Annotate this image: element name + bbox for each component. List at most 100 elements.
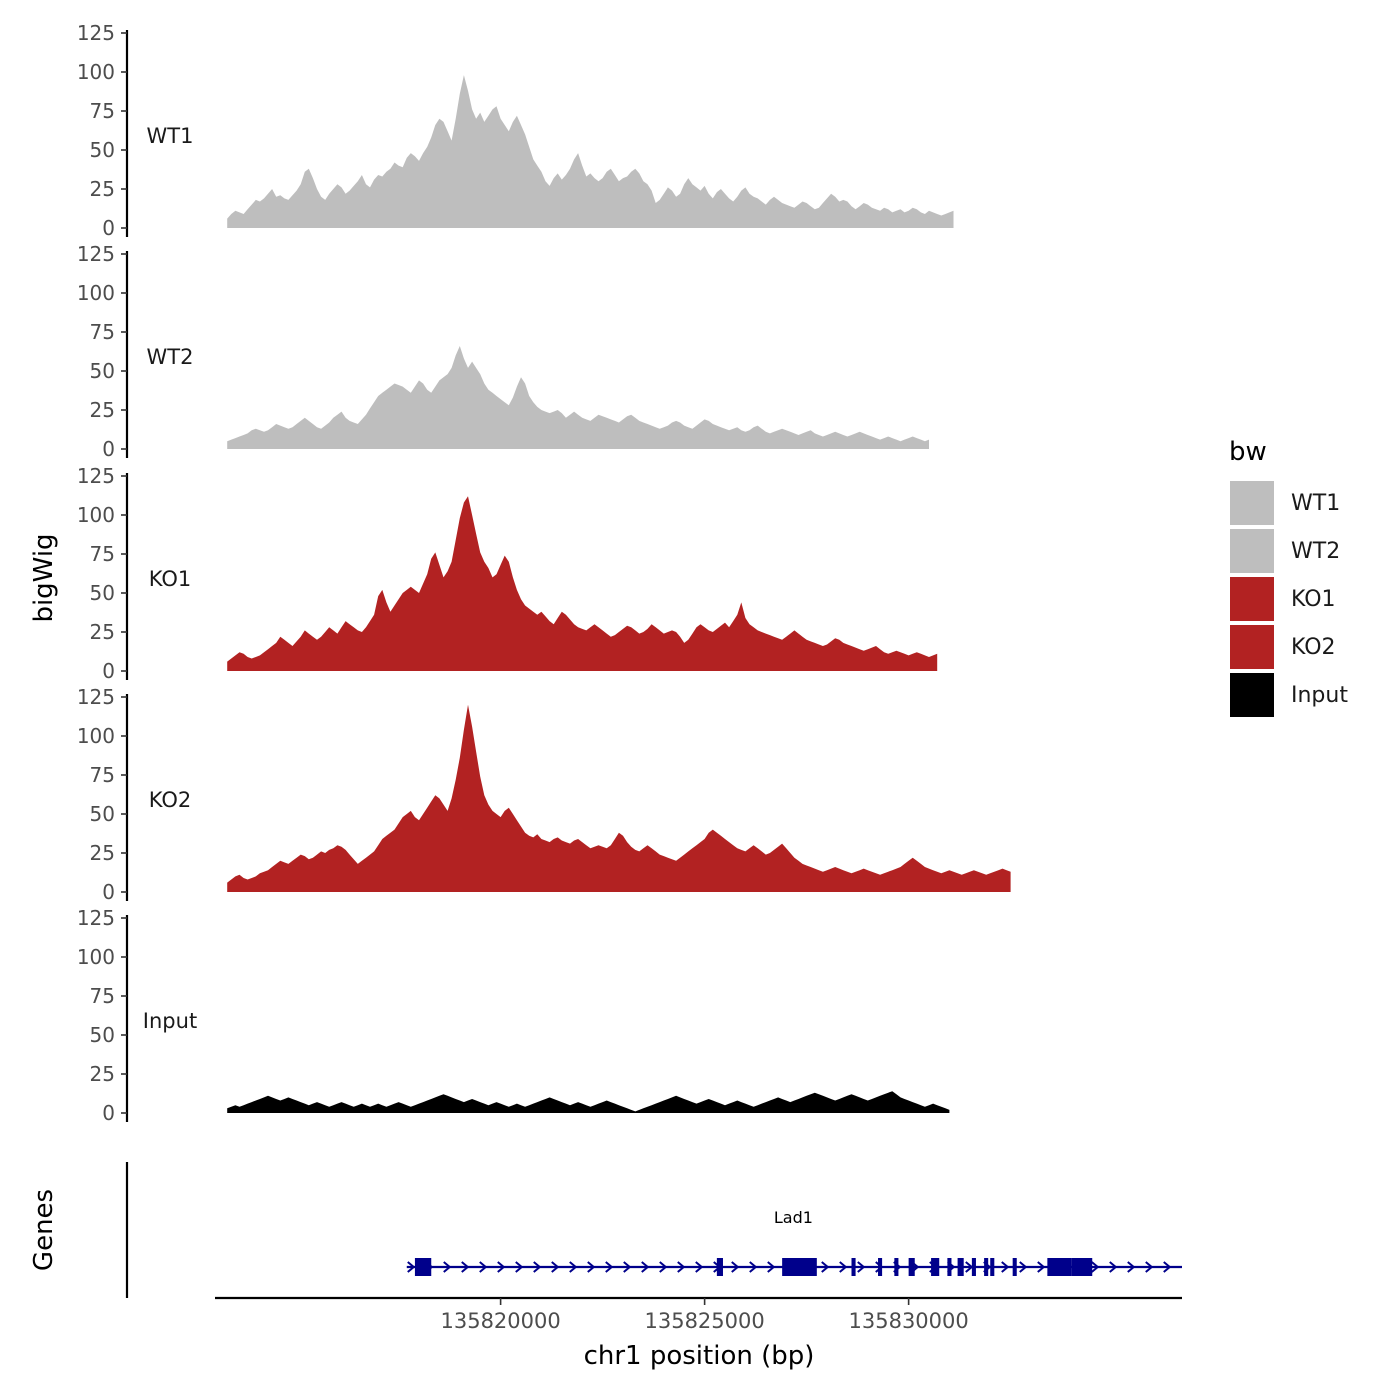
y-tick-label: 75 bbox=[90, 542, 115, 566]
strand-chevron bbox=[731, 1261, 740, 1273]
y-tick-label: 0 bbox=[102, 880, 115, 904]
y-tick-label: 75 bbox=[90, 984, 115, 1008]
coverage-area bbox=[227, 75, 954, 228]
legend-swatch bbox=[1230, 577, 1274, 621]
strand-chevron bbox=[569, 1261, 578, 1273]
x-tick-label: 135830000 bbox=[849, 1309, 969, 1333]
track-input: 0 25 50 75 100 125 Input bbox=[77, 906, 950, 1125]
gene-exon bbox=[1071, 1258, 1093, 1276]
strand-chevron bbox=[533, 1261, 542, 1273]
legend-item-ko1: KO1 bbox=[1230, 577, 1336, 621]
y-tick-label: 100 bbox=[77, 724, 115, 748]
legend-label: KO1 bbox=[1291, 587, 1336, 612]
x-axis: 135820000 135825000 135830000 bbox=[215, 1296, 1182, 1333]
strand-chevron bbox=[497, 1261, 506, 1273]
legend-swatch bbox=[1230, 481, 1274, 525]
y-tick-label: 50 bbox=[90, 581, 115, 605]
gene-exon bbox=[957, 1258, 964, 1276]
legend-swatch bbox=[1230, 673, 1274, 717]
track-label: WT2 bbox=[147, 345, 194, 369]
y-tick-label: 25 bbox=[90, 1062, 115, 1086]
coverage-area bbox=[227, 1091, 950, 1113]
y-axis-title: bigWig bbox=[29, 533, 59, 622]
strand-chevron bbox=[605, 1261, 614, 1273]
y-tick-label: 0 bbox=[102, 659, 115, 683]
gene-exon bbox=[971, 1258, 976, 1276]
y-tick-label: 25 bbox=[90, 841, 115, 865]
gene-lad1: Lad1 bbox=[406, 1208, 1182, 1276]
y-tick-label: 125 bbox=[77, 464, 115, 488]
strand-chevron bbox=[407, 1261, 416, 1273]
y-tick-label: 50 bbox=[90, 802, 115, 826]
tracks-layer: 0 25 50 75 100 125 WT1 0 25 50 75 100 125 WT2 0 25 50 75 1… bbox=[77, 21, 1011, 1125]
y-tick-label: 50 bbox=[90, 359, 115, 383]
track-label: Input bbox=[143, 1009, 197, 1033]
legend-label: KO2 bbox=[1291, 635, 1336, 660]
y-tick-label: 100 bbox=[77, 281, 115, 305]
strand-chevron bbox=[839, 1261, 848, 1273]
strand-chevron bbox=[623, 1261, 632, 1273]
track-wt1: 0 25 50 75 100 125 WT1 bbox=[77, 21, 954, 240]
legend-title: bw bbox=[1229, 437, 1267, 467]
gene-exon bbox=[1047, 1258, 1072, 1276]
gene-exon bbox=[1012, 1258, 1017, 1276]
legend-item-input: Input bbox=[1230, 673, 1348, 717]
legend-swatch bbox=[1230, 625, 1274, 669]
strand-chevron bbox=[857, 1261, 866, 1273]
strand-chevron bbox=[443, 1261, 452, 1273]
gene-exon bbox=[878, 1258, 883, 1276]
track-wt2: 0 25 50 75 100 125 WT2 bbox=[77, 242, 929, 461]
strand-chevron bbox=[1163, 1261, 1172, 1273]
strand-chevron bbox=[767, 1261, 776, 1273]
track-label: WT1 bbox=[147, 124, 194, 148]
y-tick-label: 0 bbox=[102, 216, 115, 240]
x-tick-label: 135825000 bbox=[644, 1309, 764, 1333]
legend-item-wt2: WT2 bbox=[1230, 529, 1340, 573]
strand-chevron bbox=[1037, 1261, 1046, 1273]
legend-label: WT2 bbox=[1291, 539, 1340, 564]
strand-chevron bbox=[821, 1261, 830, 1273]
y-tick-label: 25 bbox=[90, 177, 115, 201]
y-tick-label: 100 bbox=[77, 945, 115, 969]
y-tick-label: 0 bbox=[102, 1101, 115, 1125]
track-ko1: 0 25 50 75 100 125 KO1 bbox=[77, 464, 938, 683]
legend-item-wt1: WT1 bbox=[1230, 481, 1340, 525]
y-tick-label: 75 bbox=[90, 99, 115, 123]
y-tick-label: 125 bbox=[77, 685, 115, 709]
gene-exon bbox=[894, 1258, 899, 1276]
strand-chevron bbox=[1109, 1261, 1118, 1273]
legend-label: Input bbox=[1291, 683, 1348, 708]
track-label: KO2 bbox=[149, 788, 192, 812]
strand-chevron bbox=[677, 1261, 686, 1273]
gene-exon bbox=[908, 1258, 915, 1276]
gene-exon bbox=[716, 1258, 723, 1276]
strand-chevron bbox=[641, 1261, 650, 1273]
legend: bw WT1 WT2 KO1 KO2 Input bbox=[1229, 437, 1348, 717]
genes-axis-title: Genes bbox=[29, 1189, 59, 1271]
y-tick-label: 75 bbox=[90, 320, 115, 344]
strand-chevron bbox=[1145, 1261, 1154, 1273]
gene-label: Lad1 bbox=[774, 1208, 813, 1227]
strand-chevron bbox=[749, 1261, 758, 1273]
strand-chevron bbox=[587, 1261, 596, 1273]
gene-exon bbox=[984, 1258, 989, 1276]
y-tick-label: 25 bbox=[90, 620, 115, 644]
x-axis-title: chr1 position (bp) bbox=[584, 1341, 815, 1371]
genes-layer: Lad1 bbox=[125, 1162, 1182, 1298]
coverage-area bbox=[227, 704, 1011, 892]
strand-chevron bbox=[461, 1261, 470, 1273]
y-tick-label: 125 bbox=[77, 242, 115, 266]
y-tick-label: 125 bbox=[77, 906, 115, 930]
gene-exon bbox=[947, 1258, 952, 1276]
track-label: KO1 bbox=[149, 567, 192, 591]
strand-chevron bbox=[965, 1261, 974, 1273]
coverage-area bbox=[227, 496, 938, 671]
strand-chevron bbox=[659, 1261, 668, 1273]
strand-chevron bbox=[695, 1261, 704, 1273]
legend-item-ko2: KO2 bbox=[1230, 625, 1336, 669]
strand-chevron bbox=[1091, 1261, 1100, 1273]
legend-swatch bbox=[1230, 529, 1274, 573]
y-tick-label: 25 bbox=[90, 398, 115, 422]
x-tick-label: 135820000 bbox=[440, 1309, 560, 1333]
